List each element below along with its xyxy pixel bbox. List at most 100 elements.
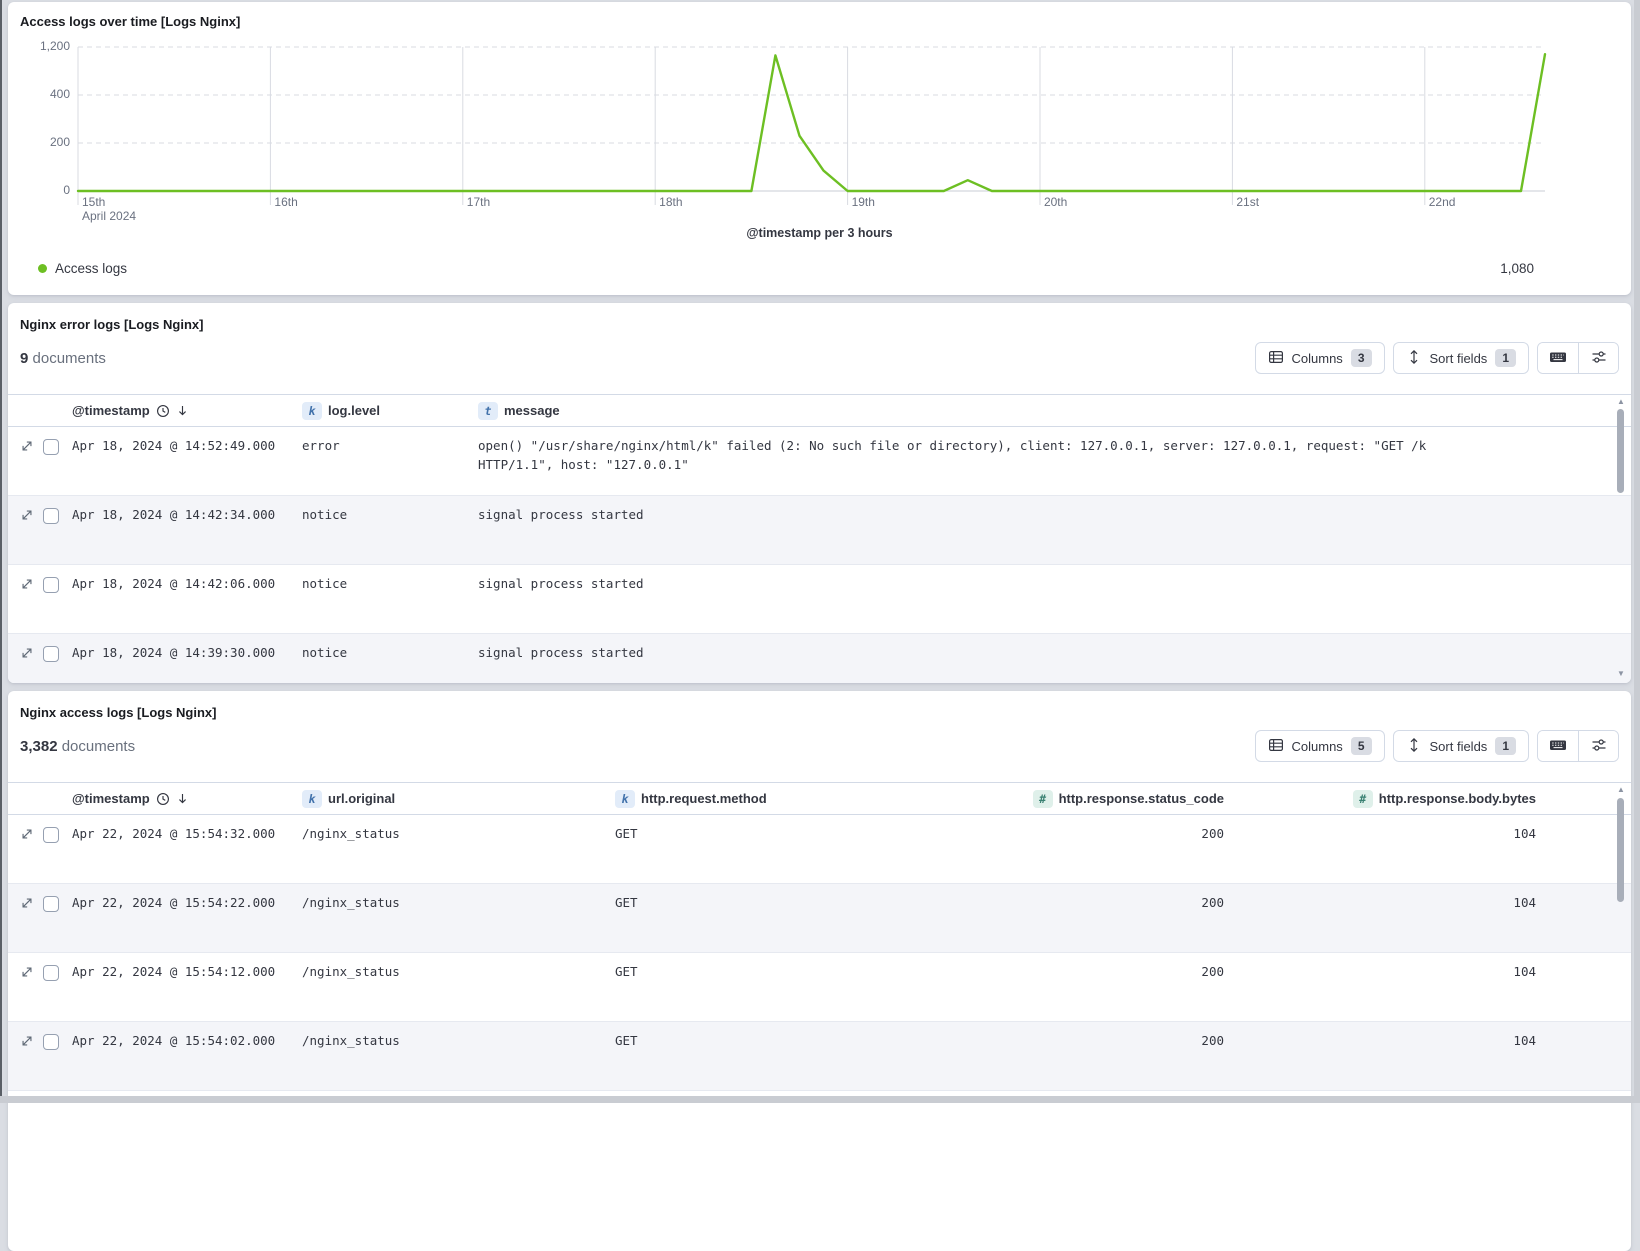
- access-logs-line-series: [78, 54, 1545, 191]
- grid-options-button-group: [1537, 730, 1619, 762]
- expand-row-icon[interactable]: [20, 439, 34, 453]
- vertical-scrollbar[interactable]: ▲: [1615, 784, 1627, 1239]
- x-axis-title: @timestamp per 3 hours: [8, 226, 1631, 240]
- clock-icon: [156, 792, 170, 806]
- sliders-icon: [1591, 349, 1607, 368]
- cell-bytes: 104: [1240, 815, 1631, 883]
- keyboard-shortcuts-button[interactable]: [1538, 343, 1578, 373]
- columns-button[interactable]: Columns 3: [1255, 342, 1385, 374]
- keyboard-icon: [1549, 349, 1567, 368]
- cell-timestamp: Apr 18, 2024 @ 14:39:30.000: [70, 634, 300, 683]
- cell-message: signal process started: [476, 634, 1508, 683]
- chart-plot-area: [8, 2, 1631, 217]
- legend-value: 1,080: [1500, 261, 1534, 276]
- x-axis-label: 16th: [274, 195, 297, 209]
- x-axis-label: 18th: [659, 195, 682, 209]
- keyboard-shortcuts-button[interactable]: [1538, 731, 1578, 761]
- cell-bytes: 104: [1240, 884, 1631, 952]
- row-checkbox[interactable]: [43, 965, 59, 981]
- scroll-up-arrow[interactable]: ▲: [1615, 397, 1627, 407]
- cell-timestamp: Apr 22, 2024 @ 15:54:22.000: [70, 884, 300, 952]
- row-checkbox[interactable]: [43, 896, 59, 912]
- scroll-up-arrow[interactable]: ▲: [1615, 785, 1627, 795]
- column-header--timestamp[interactable]: @timestamp: [70, 403, 300, 418]
- table-row: Apr 22, 2024 @ 15:54:22.000/nginx_status…: [8, 884, 1631, 953]
- expand-row-icon[interactable]: [20, 646, 34, 660]
- scrollbar-thumb[interactable]: [1617, 409, 1624, 493]
- expand-row-icon[interactable]: [20, 827, 34, 841]
- cell-status: 200: [1025, 884, 1240, 952]
- cell-level: notice: [300, 496, 476, 564]
- expand-row-icon[interactable]: [20, 577, 34, 591]
- field-type-number-badge: #: [1353, 790, 1373, 808]
- scrollbar-thumb[interactable]: [1617, 798, 1624, 902]
- display-options-button[interactable]: [1578, 343, 1618, 373]
- cell-url: /nginx_status: [300, 953, 613, 1021]
- cell-timestamp: Apr 22, 2024 @ 15:54:32.000: [70, 815, 300, 883]
- field-type-k-badge: k: [615, 790, 635, 808]
- sort-descending-icon[interactable]: [176, 404, 189, 417]
- cell-message: signal process started: [476, 565, 1508, 633]
- cell-bytes: 104: [1240, 953, 1631, 1021]
- row-checkbox[interactable]: [43, 577, 59, 593]
- cell-method: GET: [613, 884, 1025, 952]
- cell-status: 200: [1025, 815, 1240, 883]
- vertical-scrollbar[interactable]: ▲ ▼: [1615, 396, 1627, 680]
- display-options-button[interactable]: [1578, 731, 1618, 761]
- column-header-http-response-status-code[interactable]: #http.response.status_code: [1025, 790, 1240, 808]
- row-checkbox[interactable]: [43, 827, 59, 843]
- y-axis-label: 400: [12, 87, 70, 101]
- cell-bytes: 104: [1240, 1022, 1631, 1090]
- column-header-http-response-body-bytes[interactable]: #http.response.body.bytes: [1240, 790, 1631, 808]
- expand-row-icon[interactable]: [20, 965, 34, 979]
- table-row: Apr 22, 2024 @ 15:54:32.000/nginx_status…: [8, 815, 1631, 884]
- columns-button[interactable]: Columns 5: [1255, 730, 1385, 762]
- panel-title: Nginx access logs [Logs Nginx]: [8, 691, 1631, 720]
- cell-method: GET: [613, 815, 1025, 883]
- x-axis-label: 20th: [1044, 195, 1067, 209]
- expand-row-icon[interactable]: [20, 1034, 34, 1048]
- grid-options-button-group: [1537, 342, 1619, 374]
- scroll-down-arrow[interactable]: ▼: [1615, 669, 1627, 679]
- cell-timestamp: Apr 22, 2024 @ 15:54:12.000: [70, 953, 300, 1021]
- sort-fields-button[interactable]: Sort fields 1: [1393, 342, 1530, 374]
- expand-row-icon[interactable]: [20, 896, 34, 910]
- row-checkbox[interactable]: [43, 439, 59, 455]
- columns-icon: [1268, 737, 1284, 756]
- legend-item-access-logs[interactable]: Access logs: [38, 261, 127, 276]
- window-right-edge: [1634, 0, 1640, 1103]
- row-checkbox[interactable]: [43, 508, 59, 524]
- row-checkbox[interactable]: [43, 646, 59, 662]
- document-count: 3,382 documents: [20, 738, 135, 755]
- cell-status: 200: [1025, 1022, 1240, 1090]
- x-axis-label: 19th: [852, 195, 875, 209]
- cell-timestamp: Apr 22, 2024 @ 15:54:02.000: [70, 1022, 300, 1090]
- field-type-number-badge: #: [1033, 790, 1053, 808]
- keyboard-icon: [1549, 737, 1567, 756]
- row-controls: [8, 496, 70, 564]
- cell-message: signal process started: [476, 496, 1508, 564]
- sort-descending-icon[interactable]: [176, 792, 189, 805]
- cell-level: notice: [300, 634, 476, 683]
- expand-row-icon[interactable]: [20, 508, 34, 522]
- cell-method: GET: [613, 1022, 1025, 1090]
- column-header--timestamp[interactable]: @timestamp: [70, 791, 300, 806]
- cell-level: error: [300, 427, 476, 495]
- row-checkbox[interactable]: [43, 1034, 59, 1050]
- doc-count-row: 3,382 documents Columns 5 Sort fields 1: [20, 730, 1619, 762]
- cell-message: open() "/usr/share/nginx/html/k" failed …: [476, 427, 1508, 495]
- row-controls: [8, 427, 70, 495]
- sliders-icon: [1591, 737, 1607, 756]
- row-controls: [8, 953, 70, 1021]
- columns-count-badge: 5: [1351, 737, 1372, 755]
- sort-fields-button[interactable]: Sort fields 1: [1393, 730, 1530, 762]
- clock-icon: [156, 404, 170, 418]
